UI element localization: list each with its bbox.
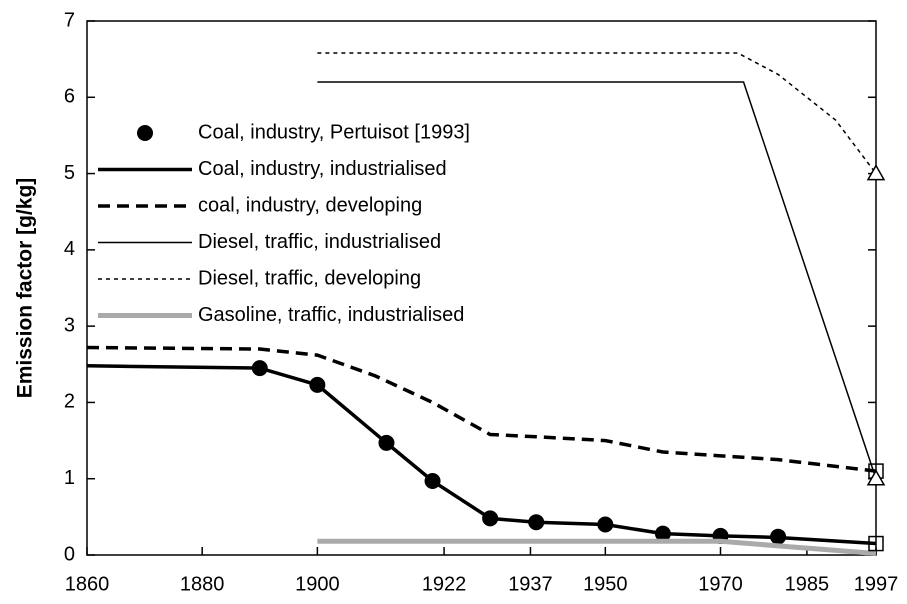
line [317, 52, 877, 175]
legend-label: Gasoline, traffic, industrialised [198, 304, 464, 326]
y-tick-label: 0 [64, 543, 75, 565]
legend-label: coal, industry, developing [198, 194, 422, 216]
line [317, 81, 877, 479]
x-tick-label: 1922 [422, 573, 467, 595]
end-marker [868, 535, 884, 552]
x-tick-label: 1860 [65, 573, 110, 595]
x-tick-label: 1937 [508, 573, 553, 595]
legend-label: Diesel, traffic, industrialised [198, 231, 441, 253]
y-tick-label: 2 [64, 391, 75, 413]
plot-frame [86, 20, 877, 556]
line [317, 538, 877, 556]
x-tick-label: 1985 [785, 573, 830, 595]
y-tick-label: 4 [64, 238, 75, 260]
y-tick-label: 1 [64, 467, 75, 489]
legend-label: Diesel, traffic, developing [198, 267, 421, 289]
x-tick-label: 1950 [583, 573, 628, 595]
x-tick-label: 1997 [854, 573, 899, 595]
x-tick-label: 1970 [698, 573, 743, 595]
end-marker [866, 469, 886, 486]
y-tick-label: 6 [64, 86, 75, 108]
legend-label: Coal, industry, Pertuisot [1993] [198, 121, 470, 143]
y-tick-label: 7 [64, 9, 75, 31]
y-axis-label: Emission factor [g/kg] [14, 178, 37, 399]
legend-label: Coal, industry, industrialised [198, 158, 447, 180]
legend-marker [137, 125, 153, 141]
line [86, 364, 877, 546]
y-tick-label: 5 [64, 162, 75, 184]
end-marker [866, 164, 886, 181]
line [86, 345, 877, 473]
y-tick-label: 3 [64, 314, 75, 336]
x-tick-label: 1900 [295, 573, 340, 595]
x-tick-label: 1880 [180, 573, 225, 595]
